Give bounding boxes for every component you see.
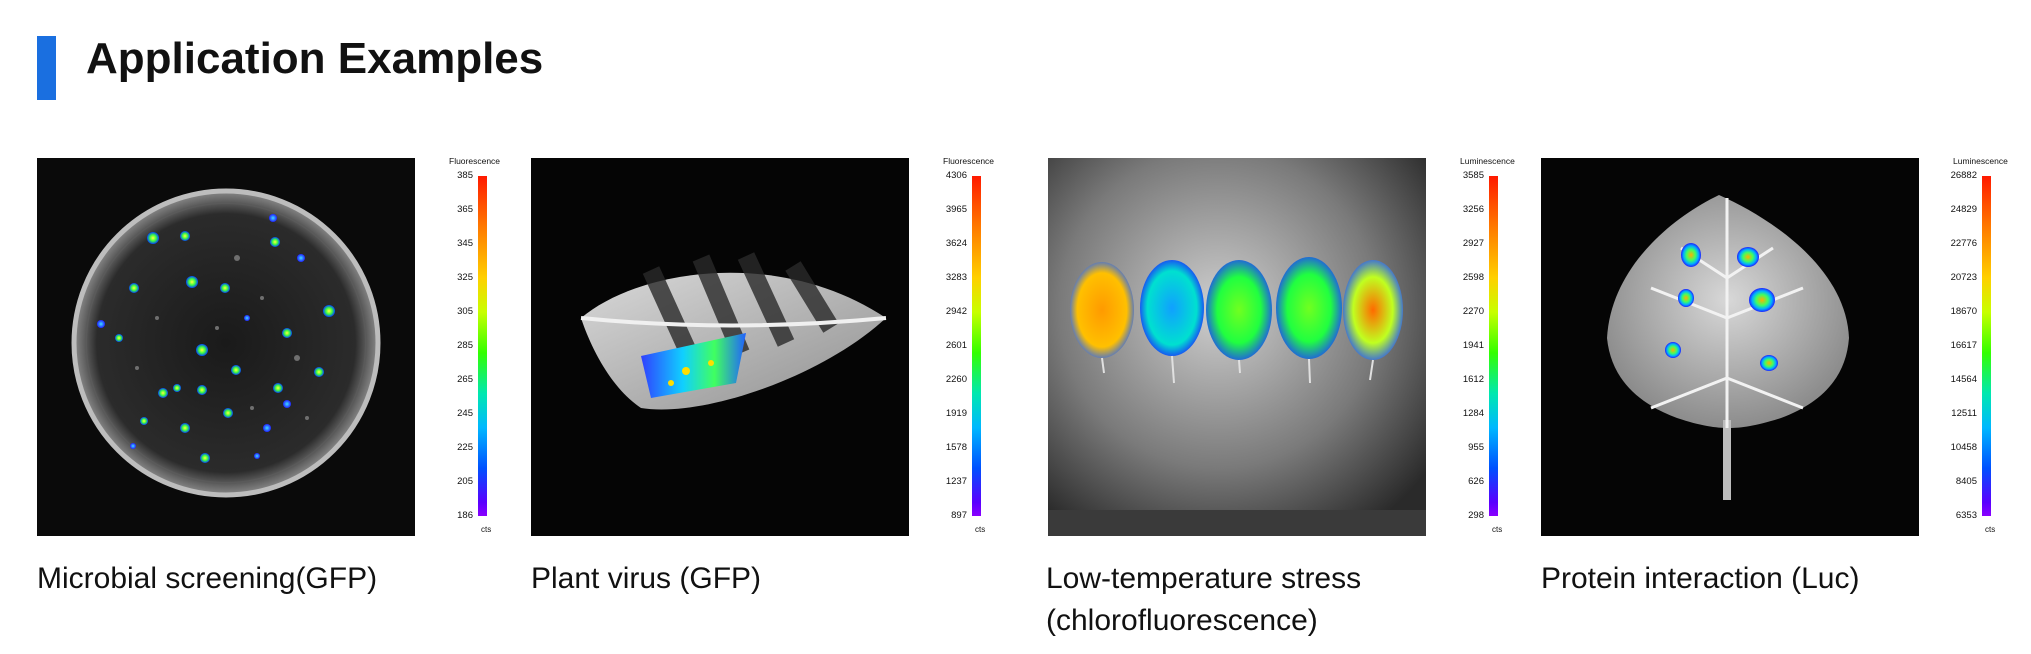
caption-plant-virus: Plant virus (GFP) <box>531 562 762 595</box>
scale-tick: 897 <box>951 510 967 521</box>
scale-title: Fluorescence <box>943 156 995 166</box>
scale-tick: 18670 <box>1950 306 1977 317</box>
scale-unit: cts <box>1985 525 1996 534</box>
leaf-luciferase-image <box>1541 158 1919 536</box>
scale-tick: 298 <box>1468 510 1484 521</box>
color-scale-legend: Fluorescence 385 365 345 325 305 285 265… <box>439 156 519 538</box>
caption-microbial-screening: Microbial screening(GFP) <box>37 562 378 595</box>
scale-tick: 205 <box>457 476 473 487</box>
scale-tick: 225 <box>457 442 473 453</box>
scale-tick: 2260 <box>945 374 967 385</box>
scale-tick: 24829 <box>1950 204 1977 215</box>
caption-low-temperature-line2: (chlorofluorescence) <box>1046 604 1318 637</box>
scale-tick: 1919 <box>945 408 967 419</box>
scale-tick: 1612 <box>1462 374 1484 385</box>
scale-tick: 2601 <box>945 340 967 351</box>
caption-low-temperature-line1: Low-temperature stress <box>1046 562 1362 595</box>
color-gradient-bar <box>478 176 487 516</box>
scale-title: Fluorescence <box>449 156 501 166</box>
page-title: Application Examples <box>86 34 544 83</box>
scale-unit: cts <box>1492 525 1503 534</box>
scale-tick: 8405 <box>1955 476 1977 487</box>
scale-tick: 3624 <box>945 238 967 249</box>
scale-tick: 20723 <box>1950 272 1977 283</box>
scale-tick: 16617 <box>1950 340 1977 351</box>
scale-tick: 385 <box>457 170 473 181</box>
scale-tick: 1941 <box>1462 340 1484 351</box>
scale-tick: 6353 <box>1955 510 1977 521</box>
scale-tick: 365 <box>457 204 473 215</box>
leaves-chlorofluorescence-image <box>1048 158 1426 536</box>
scale-tick: 186 <box>457 510 473 521</box>
scale-title: Luminescence <box>1460 156 1515 166</box>
color-scale-legend: Fluorescence 4306 3965 3624 3283 2942 26… <box>933 156 1013 538</box>
scale-tick: 2598 <box>1462 272 1484 283</box>
scale-tick: 4306 <box>945 170 967 181</box>
scale-tick: 3256 <box>1462 204 1484 215</box>
scale-tick: 345 <box>457 238 473 249</box>
scale-tick: 3585 <box>1462 170 1484 181</box>
scale-tick: 955 <box>1468 442 1484 453</box>
scale-tick: 3965 <box>945 204 967 215</box>
scale-tick: 285 <box>457 340 473 351</box>
scale-tick: 2942 <box>945 306 967 317</box>
title-accent-bar <box>37 36 56 100</box>
caption-protein-interaction: Protein interaction (Luc) <box>1541 562 1860 595</box>
color-scale-legend: Luminescence 26882 24829 22776 20723 186… <box>1943 156 2023 538</box>
color-gradient-bar <box>1489 176 1498 516</box>
color-scale-legend: Luminescence 3585 3256 2927 2598 2270 19… <box>1450 156 1530 538</box>
scale-tick: 12511 <box>1951 408 1977 419</box>
scale-tick: 626 <box>1468 476 1484 487</box>
scale-tick: 22776 <box>1950 238 1977 249</box>
color-gradient-bar <box>1982 176 1991 516</box>
scale-tick: 26882 <box>1950 170 1977 181</box>
scale-tick: 14564 <box>1950 374 1977 385</box>
leaf-virus-image <box>531 158 909 536</box>
scale-unit: cts <box>481 525 492 534</box>
scale-tick: 10458 <box>1950 442 1977 453</box>
scale-tick: 325 <box>457 272 473 283</box>
petri-dish-image <box>37 158 415 536</box>
scale-tick: 3283 <box>945 272 967 283</box>
scale-tick: 265 <box>457 374 473 385</box>
scale-title: Luminescence <box>1953 156 2008 166</box>
scale-tick: 1578 <box>945 442 967 453</box>
scale-tick: 1284 <box>1462 408 1484 419</box>
scale-tick: 1237 <box>945 476 967 487</box>
scale-unit: cts <box>975 525 986 534</box>
scale-tick: 2927 <box>1462 238 1484 249</box>
scale-tick: 2270 <box>1462 306 1484 317</box>
scale-tick: 305 <box>457 306 473 317</box>
scale-tick: 245 <box>457 408 473 419</box>
color-gradient-bar <box>972 176 981 516</box>
